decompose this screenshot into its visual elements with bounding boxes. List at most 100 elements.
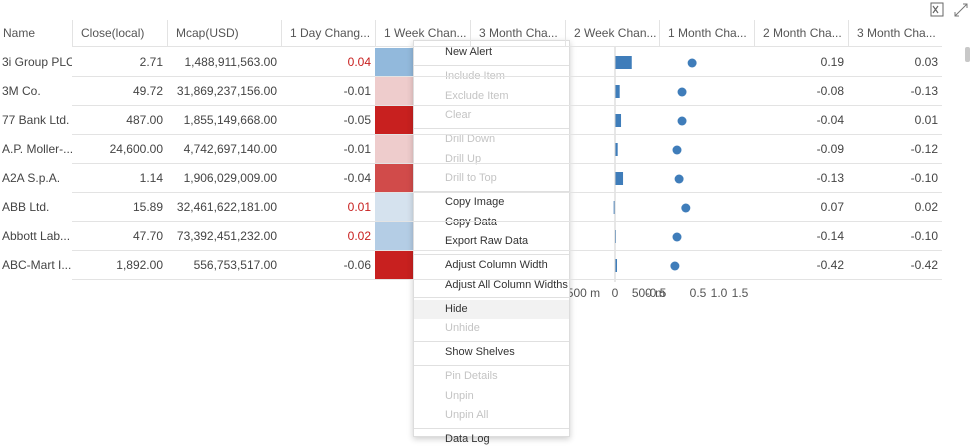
menu-item: Unpin (445, 389, 474, 402)
cell-value[interactable]: 1,855,149,668.00 (183, 113, 277, 127)
axis-tick-label: 500 m (632, 286, 665, 300)
axis-tick-label: 0.5 (690, 286, 707, 300)
menu-item[interactable]: New Alert (445, 46, 493, 58)
column-header[interactable]: 3 Month Cha... (470, 20, 565, 46)
icon-glyph (932, 5, 939, 14)
cell-value[interactable]: 0.04 (347, 55, 371, 69)
row-name[interactable]: A2A S.p.A. (2, 171, 61, 185)
menu-separator (414, 364, 569, 366)
icon-glyph (954, 3, 968, 17)
bar (615, 114, 622, 127)
bar (615, 259, 618, 272)
export-icon[interactable] (930, 2, 944, 17)
row-name[interactable]: 77 Bank Ltd. (2, 113, 70, 127)
row-name[interactable]: A.P. Moller-... (2, 142, 72, 156)
cell-value[interactable]: 49.72 (132, 84, 163, 98)
column-header[interactable]: 1 Day Chang... (281, 20, 375, 46)
column-header[interactable]: 2 Week Chan... (565, 20, 659, 46)
cell-value[interactable]: -0.14 (816, 229, 844, 243)
cell-value[interactable]: -0.12 (910, 142, 938, 156)
row-line (72, 105, 942, 106)
menu-item: Drill Down (445, 133, 496, 145)
row-line (72, 192, 942, 193)
menu-separator (414, 127, 569, 129)
scrollbar-thumb[interactable] (965, 47, 970, 62)
column-header[interactable]: 1 Week Chan... (375, 20, 470, 46)
dot (672, 232, 682, 242)
cell-value[interactable]: -0.42 (816, 258, 844, 272)
cell-value[interactable]: 31,869,237,156.00 (176, 84, 277, 98)
bar (615, 85, 620, 98)
cell-value[interactable]: 1,892.00 (116, 258, 163, 272)
menu-item[interactable]: Adjust Column Width (445, 259, 548, 271)
cell-value[interactable]: 24,600.00 (109, 142, 163, 156)
cell-value[interactable]: -0.01 (343, 142, 371, 156)
cell-value[interactable]: 0.02 (914, 200, 938, 214)
row-name[interactable]: 3M Co. (2, 84, 41, 98)
row-line (72, 76, 942, 77)
axis-tick-label: -500 m (563, 286, 600, 300)
menu-item[interactable]: Show Shelves (445, 346, 515, 358)
cell-value[interactable]: 2.71 (139, 55, 163, 69)
menu-item[interactable]: Copy Data (445, 215, 497, 228)
cell-value[interactable]: 0.07 (820, 200, 844, 214)
axis-tick-label: 1.0 (711, 286, 728, 300)
cell-value[interactable]: 1,906,029,009.00 (183, 171, 277, 185)
cell-value[interactable]: 0.01 (914, 113, 938, 127)
cell-value[interactable]: -0.42 (910, 258, 938, 272)
cell-value[interactable]: 1,488,911,563.00 (184, 55, 277, 69)
cell-value[interactable]: -0.05 (343, 113, 371, 127)
menu-item[interactable]: Hide (414, 299, 569, 319)
column-header[interactable]: 3 Month Cha... (848, 20, 942, 46)
bar (613, 201, 615, 214)
column-header[interactable]: Mcap(USD) (167, 20, 281, 46)
dot (687, 58, 697, 68)
cell-value[interactable]: 47.70 (132, 229, 163, 243)
cell-value[interactable]: 556,753,517.00 (193, 258, 277, 272)
cell-value[interactable]: -0.04 (816, 113, 844, 127)
menu-separator (414, 427, 569, 429)
menu-item[interactable]: Export Raw Data (445, 235, 529, 247)
menu-separator (414, 340, 569, 342)
cell-value[interactable]: 4,742,697,140.00 (183, 142, 277, 156)
cell-value[interactable]: -0.04 (343, 171, 371, 185)
menu-separator (414, 64, 569, 66)
cell-value[interactable]: 73,392,451,232.00 (176, 229, 277, 243)
row-name[interactable]: 3i Group PLC (2, 55, 72, 69)
cell-value[interactable]: 0.03 (914, 55, 938, 69)
menu-separator (414, 297, 569, 298)
cell-value[interactable]: -0.13 (816, 171, 844, 185)
menu-item: Clear (445, 109, 472, 121)
row-name[interactable]: ABC-Mart I... (2, 258, 72, 272)
column-header[interactable]: Name (3, 26, 36, 40)
dot (677, 116, 687, 126)
cell-value[interactable]: -0.01 (343, 84, 371, 98)
cell-value[interactable]: 32,461,622,181.00 (176, 200, 277, 214)
cell-value[interactable]: 1.14 (139, 171, 163, 185)
cell-value[interactable]: -0.13 (910, 84, 938, 98)
cell-value[interactable]: 0.19 (820, 55, 844, 69)
cell-value[interactable]: 0.02 (347, 229, 371, 243)
cell-value[interactable]: -0.10 (910, 229, 938, 243)
cell-value[interactable]: 487.00 (126, 113, 163, 127)
row-name[interactable]: Abbott Lab... (2, 229, 71, 243)
menu-separator (414, 253, 569, 255)
cell-value[interactable]: 0.01 (347, 200, 371, 214)
menu-item[interactable]: Adjust All Column Widths (445, 278, 568, 291)
column-header[interactable]: 2 Month Cha... (754, 20, 848, 46)
row-name[interactable]: ABB Ltd. (2, 200, 50, 214)
cell-value[interactable]: -0.09 (816, 142, 844, 156)
column-header[interactable]: 1 Month Cha... (659, 20, 754, 46)
menu-item[interactable]: Copy Image (445, 196, 505, 208)
menu-item: Unpin All (445, 409, 489, 421)
row-line (72, 163, 942, 164)
column-header[interactable]: Close(local) (72, 20, 167, 46)
expand-icon[interactable] (954, 3, 968, 17)
cell-value[interactable]: 15.89 (132, 200, 163, 214)
cell-value[interactable]: -0.06 (343, 258, 371, 272)
cell-value[interactable]: -0.10 (910, 171, 938, 185)
cell-value[interactable]: -0.08 (816, 84, 844, 98)
dot (677, 87, 687, 97)
menu-item[interactable]: Data Log (445, 433, 490, 445)
